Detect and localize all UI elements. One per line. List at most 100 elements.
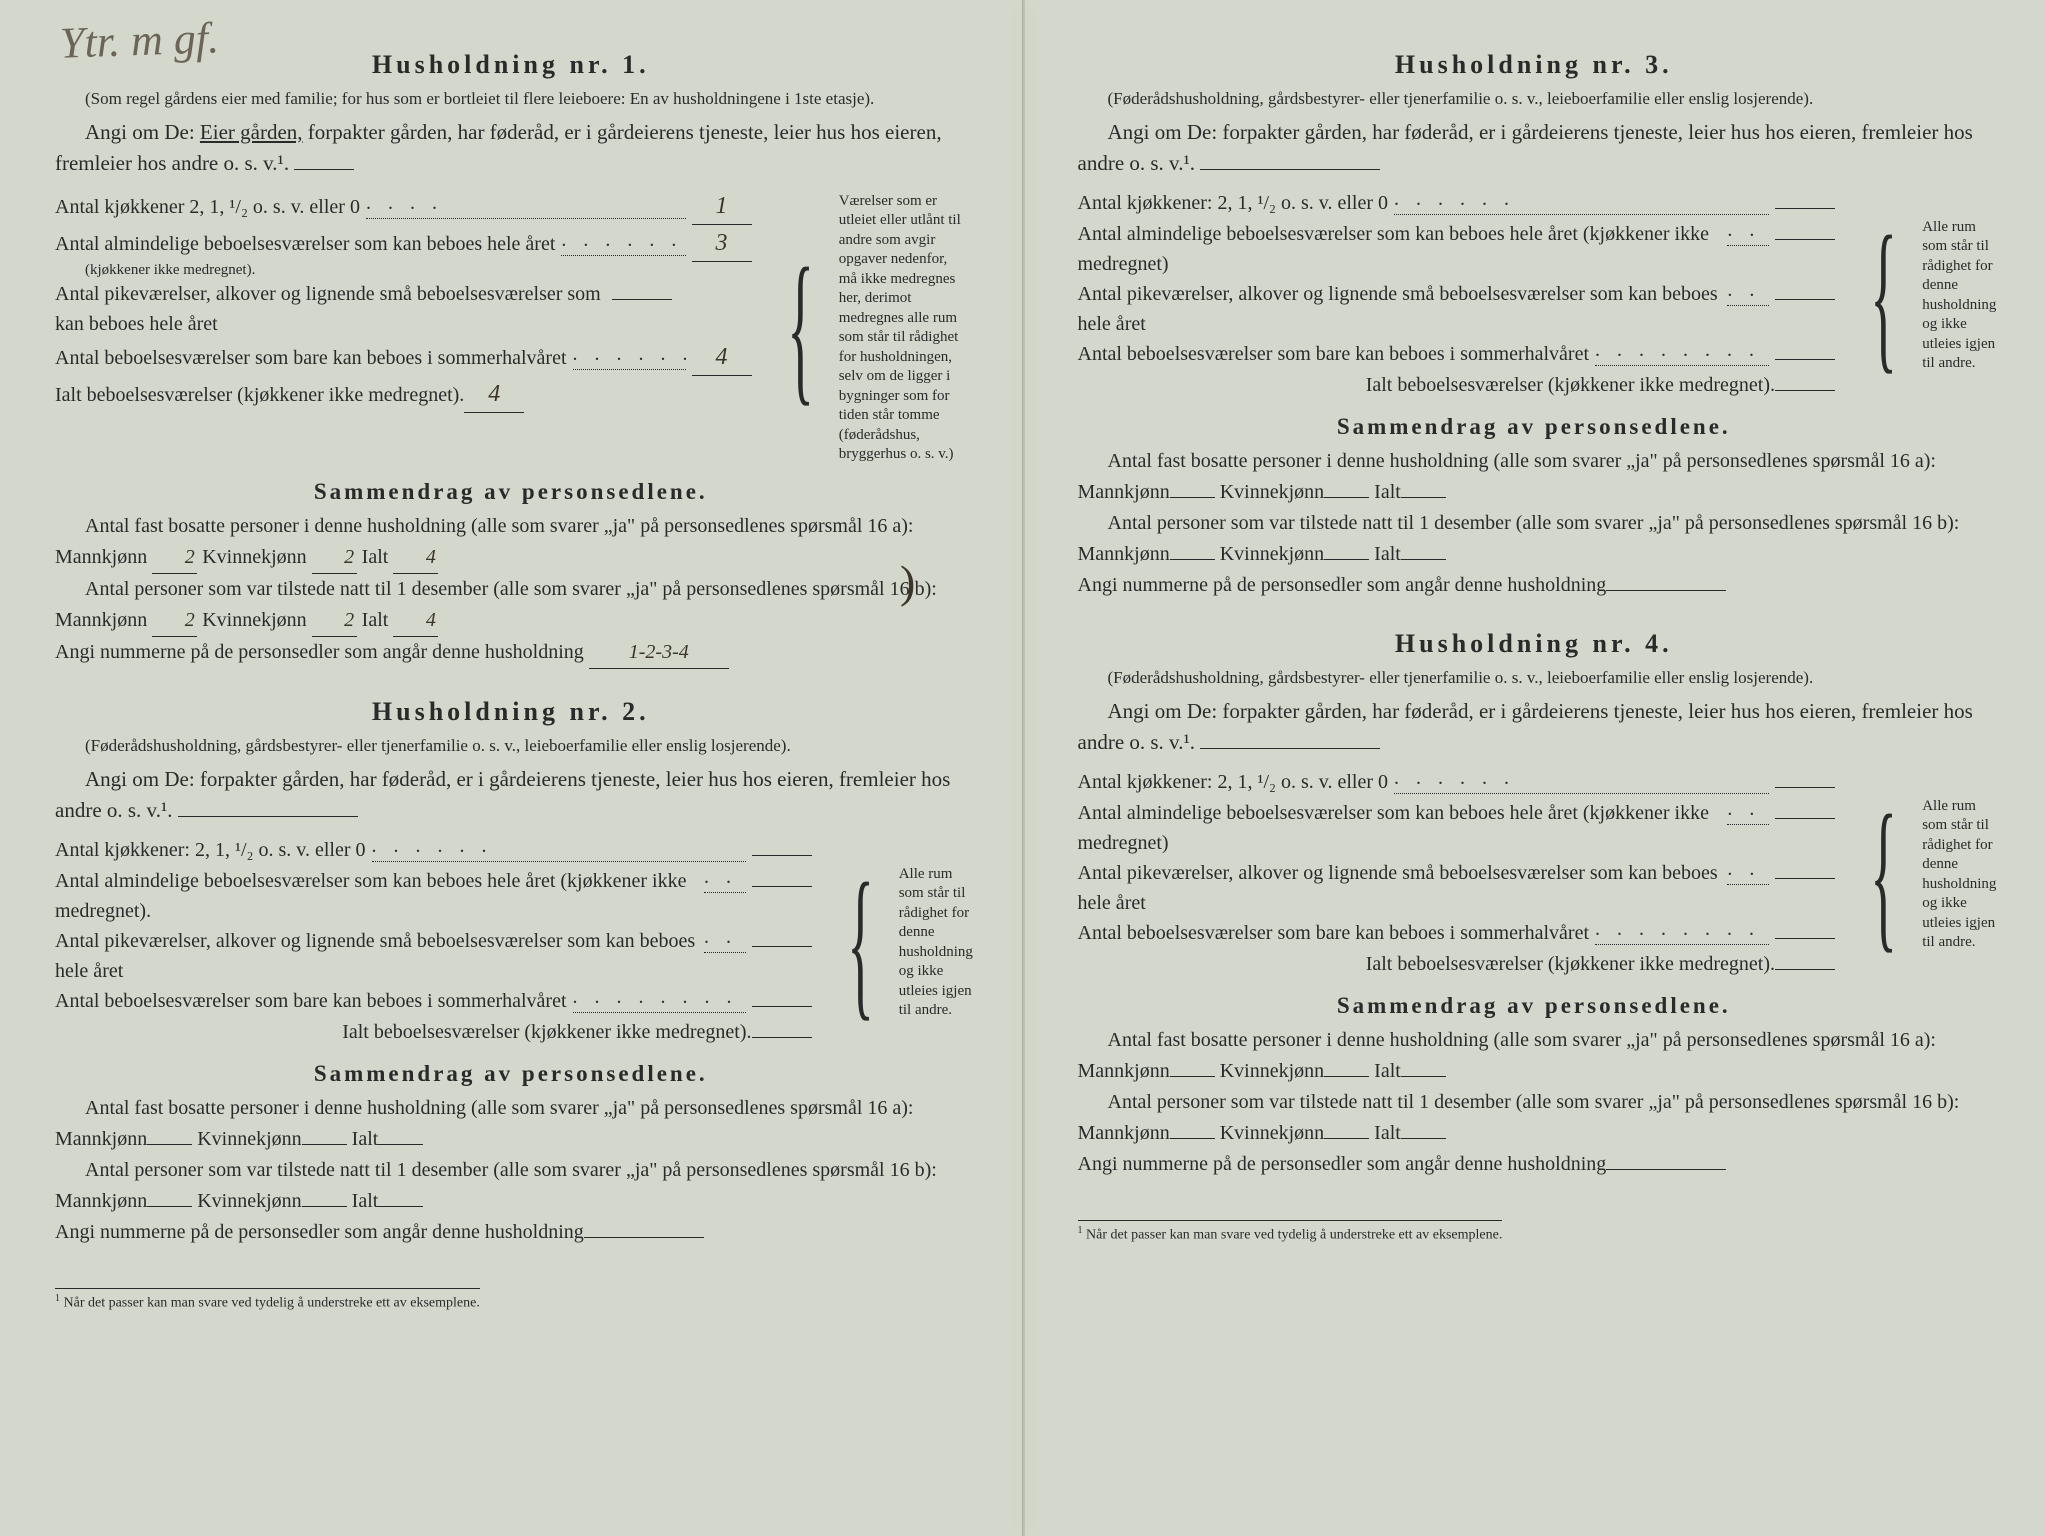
h2-angi-text: Angi om De: forpakter gården, har føderå…: [55, 767, 950, 823]
h1-brace: { Værelser som er utleiet eller utlånt t…: [767, 188, 967, 465]
h1-16b-kl: Kvinnekjønn: [202, 609, 306, 631]
h4-brace-text: Alle rum som står til rådighet for denne…: [1922, 797, 1996, 953]
h4-numline-text: Angi nummerne på de personsedler som ang…: [1078, 1153, 1607, 1175]
h2-16a-kl: Kvinnekjønn: [197, 1128, 301, 1150]
h4-16a-il: Ialt: [1374, 1060, 1401, 1082]
h2-16a-i: [378, 1144, 423, 1145]
h3-brace: { Alle rum som står til rådighet for den…: [1850, 188, 1990, 400]
h1-numline: Angi nummerne på de personsedler som ang…: [55, 637, 967, 669]
h2-kjokken-label: Antal kjøkkener: 2, 1, ¹/₂ o. s. v. elle…: [55, 835, 366, 865]
h2-title: Husholdning nr. 2.: [55, 697, 967, 727]
h4-subtitle: (Føderådshusholdning, gårdsbestyrer- ell…: [1078, 667, 1991, 690]
h4-alm-label: Antal almindelige beboelsesværelser som …: [1078, 798, 1722, 858]
h2-16b: Antal personer som var tilstede natt til…: [55, 1155, 967, 1217]
h1-brace-text: Værelser som er utleiet eller utlånt til…: [839, 192, 967, 465]
h4-form: Antal kjøkkener: 2, 1, ¹/₂ o. s. v. elle…: [1078, 767, 1991, 979]
h4-16b-i: [1401, 1138, 1446, 1139]
h3-16b-kl: Kvinnekjønn: [1220, 543, 1324, 565]
h3-16a-m: [1170, 497, 1215, 498]
checkmark-icon: ): [900, 555, 915, 608]
h2-numline-text: Angi nummerne på de personsedler som ang…: [55, 1221, 584, 1243]
h4-angi: Angi om De: forpakter gården, har føderå…: [1078, 696, 1991, 759]
h3-row-sommer: Antal beboelsesværelser som bare kan beb…: [1078, 339, 1836, 370]
h1-angi-underline: Eier gården,: [200, 120, 303, 144]
h4-16a: Antal fast bosatte personer i denne hush…: [1078, 1025, 1991, 1087]
h4-sommer-label: Antal beboelsesværelser som bare kan beb…: [1078, 918, 1590, 948]
h1-16a-kl: Kvinnekjønn: [202, 546, 306, 568]
h1-row-ialt: Ialt beboelsesværelser (kjøkkener ikke m…: [55, 376, 752, 413]
h3-sommer-label: Antal beboelsesværelser som bare kan beb…: [1078, 339, 1590, 369]
h2-row-kjokken: Antal kjøkkener: 2, 1, ¹/₂ o. s. v. elle…: [55, 835, 812, 866]
h2-alm-val: [752, 886, 812, 887]
h3-ialt-label: Ialt beboelsesværelser (kjøkkener ikke m…: [1366, 370, 1775, 400]
h3-angi-text: Angi om De: forpakter gården, har føderå…: [1078, 120, 1973, 176]
h2-row-alm: Antal almindelige beboelsesværelser som …: [55, 866, 812, 926]
h1-kjokken-val: 1: [692, 188, 752, 225]
h1-alm-note: (kjøkkener ikke medregnet).: [85, 262, 752, 279]
h4-numline: Angi nummerne på de personsedler som ang…: [1078, 1149, 1991, 1180]
h1-16b-il: Ialt: [362, 609, 389, 631]
h3-16b: Antal personer som var tilstede natt til…: [1078, 508, 1991, 570]
h3-16b-i: [1401, 559, 1446, 560]
h3-16a-i: [1401, 497, 1446, 498]
h4-16b-text: Antal personer som var tilstede natt til…: [1078, 1091, 1960, 1144]
h1-ialt-label: Ialt beboelsesværelser (kjøkkener ikke m…: [55, 380, 464, 410]
h2-16b-k: [302, 1206, 347, 1207]
h3-brace-text: Alle rum som står til rådighet for denne…: [1922, 218, 1996, 374]
h3-row-pike: Antal pikeværelser, alkover og lignende …: [1078, 279, 1836, 339]
h2-pike-label: Antal pikeværelser, alkover og lignende …: [55, 926, 698, 986]
h2-form: Antal kjøkkener: 2, 1, ¹/₂ o. s. v. elle…: [55, 835, 967, 1047]
h2-16a-text: Antal fast bosatte personer i denne hush…: [55, 1097, 914, 1150]
h3-sommer-val: [1775, 359, 1835, 360]
h4-ialt-val: [1775, 969, 1835, 970]
h3-angi: Angi om De: forpakter gården, har føderå…: [1078, 117, 1991, 180]
handwritten-annotation: Ytr. m gf.: [59, 12, 220, 69]
h1-16b-i: 4: [393, 605, 438, 637]
h2-numline: Angi nummerne på de personsedler som ang…: [55, 1217, 967, 1248]
h2-row-sommer: Antal beboelsesværelser som bare kan beb…: [55, 986, 812, 1017]
h2-16a: Antal fast bosatte personer i denne hush…: [55, 1093, 967, 1155]
h1-angi: Angi om De: Eier gården, forpakter gårde…: [55, 117, 967, 180]
h2-angi: Angi om De: forpakter gården, har føderå…: [55, 764, 967, 827]
h3-kjokken-label: Antal kjøkkener: 2, 1, ¹/₂ o. s. v. elle…: [1078, 188, 1389, 218]
left-page: Ytr. m gf. Husholdning nr. 1. (Som regel…: [0, 0, 1023, 1536]
h4-row-ialt: Ialt beboelsesværelser (kjøkkener ikke m…: [1078, 949, 1836, 979]
h1-alm-label: Antal almindelige beboelsesværelser som …: [55, 229, 555, 259]
h1-numline-text: Angi nummerne på de personsedler som ang…: [55, 641, 584, 663]
h3-16b-m: [1170, 559, 1215, 560]
h1-sommer-val: 4: [692, 339, 752, 376]
h1-row-pike: Antal pikeværelser, alkover og lignende …: [55, 279, 752, 339]
h2-row-ialt: Ialt beboelsesværelser (kjøkkener ikke m…: [55, 1017, 812, 1047]
left-footnote: 1 Når det passer kan man svare ved tydel…: [55, 1288, 480, 1312]
h1-16a-il: Ialt: [362, 546, 389, 568]
h4-brace: { Alle rum som står til rådighet for den…: [1850, 767, 1990, 979]
h2-row-pike: Antal pikeværelser, alkover og lignende …: [55, 926, 812, 986]
h2-16b-il: Ialt: [352, 1190, 379, 1212]
h4-row-alm: Antal almindelige beboelsesværelser som …: [1078, 798, 1836, 858]
h2-subtitle: (Føderådshusholdning, gårdsbestyrer- ell…: [55, 735, 967, 758]
h3-16a-il: Ialt: [1374, 481, 1401, 503]
h3-kjokken-val: [1775, 208, 1835, 209]
h3-row-kjokken: Antal kjøkkener: 2, 1, ¹/₂ o. s. v. elle…: [1078, 188, 1836, 219]
h2-sommer-label: Antal beboelsesværelser som bare kan beb…: [55, 986, 567, 1016]
h1-summary-title: Sammendrag av personsedlene.: [55, 479, 967, 505]
h2-16a-k: [302, 1144, 347, 1145]
h2-kjokken-val: [752, 855, 812, 856]
h4-ialt-label: Ialt beboelsesværelser (kjøkkener ikke m…: [1366, 949, 1775, 979]
h3-alm-label: Antal almindelige beboelsesværelser som …: [1078, 219, 1722, 279]
h2-alm-label: Antal almindelige beboelsesværelser som …: [55, 866, 698, 926]
h2-16b-i: [378, 1206, 423, 1207]
h3-ialt-val: [1775, 390, 1835, 391]
h3-16b-il: Ialt: [1374, 543, 1401, 565]
h4-16b-k: [1324, 1138, 1369, 1139]
footnote-marker: 1: [55, 1293, 60, 1304]
h3-16a-k: [1324, 497, 1369, 498]
h4-16a-i: [1401, 1076, 1446, 1077]
h3-alm-val: [1775, 239, 1835, 240]
right-page: Husholdning nr. 3. (Føderådshusholdning,…: [1023, 0, 2045, 1536]
h3-pike-label: Antal pikeværelser, alkover og lignende …: [1078, 279, 1722, 339]
h1-sommer-label: Antal beboelsesværelser som bare kan beb…: [55, 343, 567, 373]
h4-kjokken-label: Antal kjøkkener: 2, 1, ¹/₂ o. s. v. elle…: [1078, 767, 1389, 797]
h1-row-alm: Antal almindelige beboelsesværelser som …: [55, 225, 752, 262]
h4-kjokken-val: [1775, 787, 1835, 788]
